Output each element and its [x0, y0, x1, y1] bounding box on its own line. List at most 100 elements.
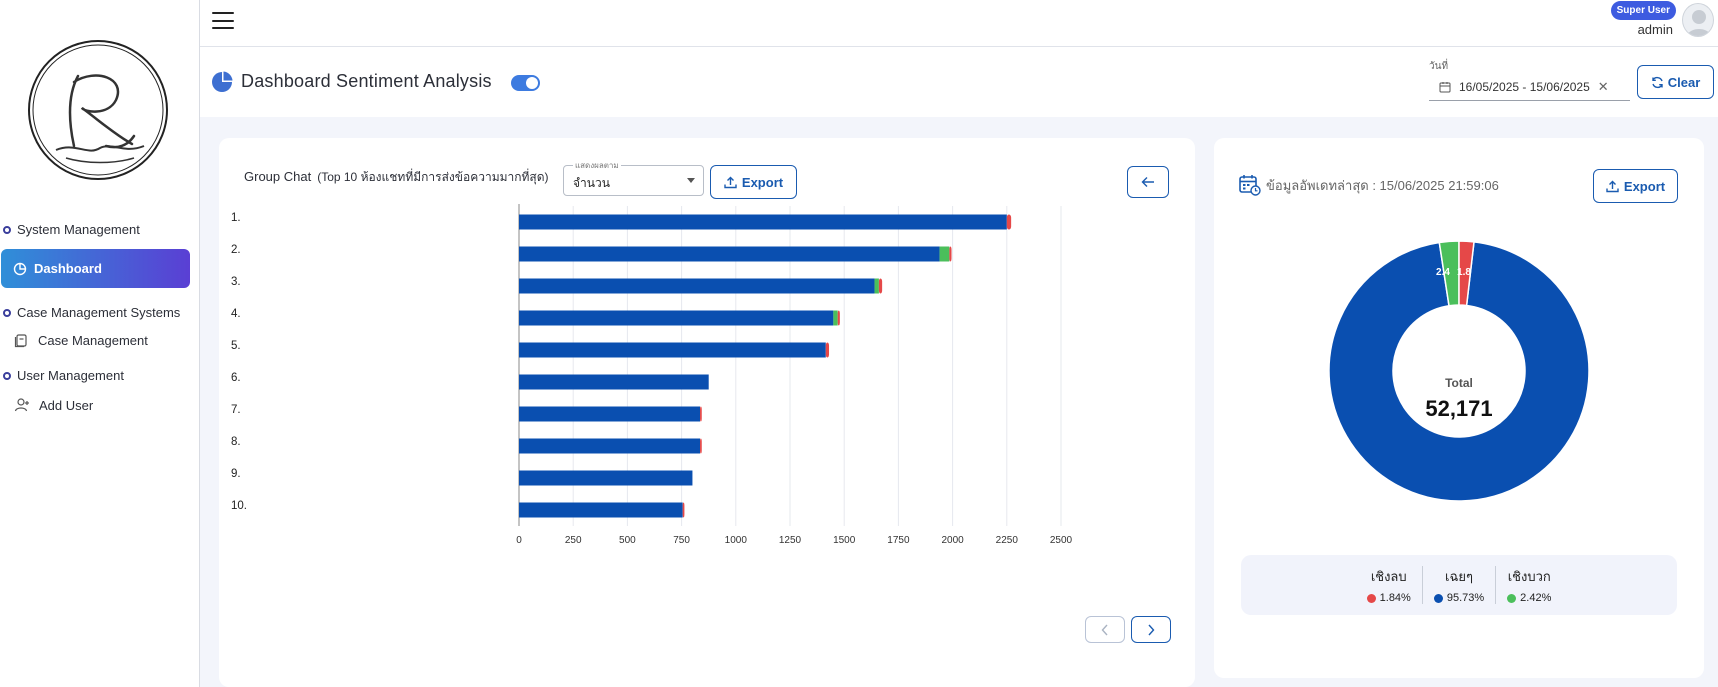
bar-segment[interactable]: [878, 278, 883, 294]
chevron-left-icon: [1101, 624, 1108, 635]
category-label: 5.: [231, 340, 241, 352]
nav-group-case-management-systems[interactable]: Case Management Systems: [0, 305, 180, 320]
category-label: 10.: [231, 500, 247, 512]
display-by-select[interactable]: แสดงผลตาม จำนวน: [563, 159, 704, 196]
total-value: 52,171: [1425, 396, 1492, 421]
group-chat-subtitle: (Top 10 ห้องแชทที่มีการส่งข้อความมากที่ส…: [317, 170, 549, 184]
clear-date-icon[interactable]: ✕: [1597, 78, 1609, 94]
legend-value: 1.84%: [1379, 592, 1411, 604]
document-icon: [14, 334, 27, 348]
upload-icon: [724, 176, 737, 188]
arrow-left-icon: [1141, 177, 1154, 187]
category-label: 4.: [231, 308, 241, 320]
legend-value: 95.73%: [1446, 592, 1485, 604]
username: admin: [1637, 22, 1673, 37]
sentiment-legend: เชิงลบ 1.84% เฉยๆ 95.73% เชิงบวก 2.42%: [1241, 555, 1677, 615]
bar-segment[interactable]: [519, 406, 701, 422]
bar-segment[interactable]: [837, 310, 840, 326]
refresh-icon: [1652, 76, 1663, 88]
sidebar-item-label: Add User: [39, 397, 94, 413]
summary-export-button[interactable]: Export: [1593, 169, 1678, 203]
bar-segment[interactable]: [519, 342, 826, 358]
bar-segment[interactable]: [1006, 214, 1012, 230]
pie-chart-icon: [212, 71, 233, 92]
prev-page-button[interactable]: [1085, 616, 1125, 643]
group-chat-title-row: Group Chat (Top 10 ห้องแชทที่มีการส่งข้อค…: [244, 168, 549, 187]
bar-segment[interactable]: [519, 310, 834, 326]
bar-segment[interactable]: [949, 246, 952, 262]
legend-name: เชิงลบ: [1370, 569, 1407, 584]
bullet-icon: [3, 225, 11, 234]
date-range-value: 16/05/2025 - 15/06/2025: [1459, 79, 1590, 94]
clear-button-label: Clear: [1667, 74, 1701, 90]
chevron-right-icon: [1148, 624, 1155, 635]
bar-segment[interactable]: [519, 502, 683, 518]
clear-button[interactable]: Clear: [1637, 65, 1714, 99]
date-range-picker[interactable]: 16/05/2025 - 15/06/2025 ✕: [1429, 73, 1630, 101]
calendar-icon: [1439, 81, 1451, 92]
group-chat-export-button[interactable]: Export: [710, 165, 797, 199]
x-tick-label: 1250: [779, 535, 802, 546]
legend-value: 2.42%: [1520, 592, 1552, 604]
category-label: 2.: [231, 244, 241, 256]
donut-slice[interactable]: [1328, 241, 1590, 502]
bar-segment[interactable]: [682, 502, 685, 518]
menu-icon[interactable]: [212, 12, 234, 29]
next-page-button[interactable]: [1131, 616, 1171, 643]
sidebar-item-label: Case Management: [38, 333, 148, 348]
bar-segment[interactable]: [874, 278, 879, 294]
x-tick-label: 1500: [833, 535, 856, 546]
role-badge: Super User: [1610, 1, 1676, 20]
category-label: 1.: [231, 212, 241, 224]
bar-segment[interactable]: [833, 310, 838, 326]
calendar-clock-icon: [1239, 175, 1261, 196]
donut-slice[interactable]: [1458, 240, 1475, 307]
legend-value-row: 95.73%: [1433, 592, 1485, 604]
sidebar-item-label: Dashboard: [34, 261, 102, 276]
legend-name: เชิงบวก: [1507, 569, 1551, 584]
x-tick-label: 2500: [1050, 535, 1073, 546]
group-chat-card: Group Chat (Top 10 ห้องแชทที่มีการส่งข้อค…: [219, 138, 1195, 687]
bar-segment[interactable]: [519, 214, 1007, 230]
export-label: Export: [1623, 178, 1666, 194]
sidebar: System Management Dashboard Case Managem…: [0, 0, 200, 687]
sidebar-item-case-management[interactable]: Case Management: [14, 333, 148, 348]
category-label: 6.: [231, 372, 241, 384]
bar-segment[interactable]: [519, 438, 701, 454]
legend-dot: [1507, 593, 1517, 603]
sentiment-summary-card: ข้อมูลอัพเดทล่าสุด : 15/06/2025 21:59:06…: [1214, 138, 1704, 678]
bar-segment[interactable]: [700, 406, 702, 422]
category-label: 8.: [231, 436, 241, 448]
bar-segment[interactable]: [825, 342, 830, 358]
legend-value-row: 1.84%: [1366, 592, 1411, 604]
group-chat-bar-chart: 0 250 500 750 1000 1250 1500 1750 2000 2250 2500 1.…: [231, 204, 1073, 546]
bar-segment[interactable]: [519, 246, 940, 262]
bar-segment[interactable]: [939, 246, 950, 262]
sidebar-item-add-user[interactable]: Add User: [14, 397, 93, 413]
nav-group-user-management[interactable]: User Management: [0, 368, 124, 383]
upload-icon: [1606, 180, 1619, 192]
pie-chart-icon: [13, 262, 27, 275]
legend-item-negative: เชิงลบ 1.84%: [1356, 566, 1422, 604]
user-avatar-icon: [1686, 10, 1712, 36]
x-tick-label: 1000: [725, 535, 748, 546]
x-tick-label: 1750: [887, 535, 910, 546]
neutral-slice-label: 95.7 %: [1444, 503, 1475, 514]
avatar[interactable]: [1682, 3, 1714, 37]
last-update-text: ข้อมูลอัพเดทล่าสุด : 15/06/2025 21:59:06: [1266, 177, 1499, 193]
legend-item-neutral: เฉยๆ 95.73%: [1421, 566, 1495, 604]
bar-segment[interactable]: [519, 374, 709, 390]
sentiment-toggle[interactable]: [511, 75, 540, 91]
sidebar-item-dashboard[interactable]: Dashboard: [1, 249, 190, 288]
nav-group-label: System Management: [17, 222, 140, 237]
top-bar: Super User admin: [200, 0, 1718, 47]
x-tick-label: 500: [619, 535, 636, 546]
nav-group-system-management[interactable]: System Management: [0, 222, 140, 237]
legend-name: เฉยๆ: [1445, 569, 1473, 584]
bar-segment[interactable]: [519, 278, 875, 294]
bar-segment[interactable]: [700, 438, 702, 454]
negative-slice-label: 1.8: [1457, 267, 1471, 278]
back-button[interactable]: [1127, 166, 1169, 198]
positive-slice-label: 2.4: [1436, 267, 1450, 278]
bar-segment[interactable]: [519, 470, 693, 486]
